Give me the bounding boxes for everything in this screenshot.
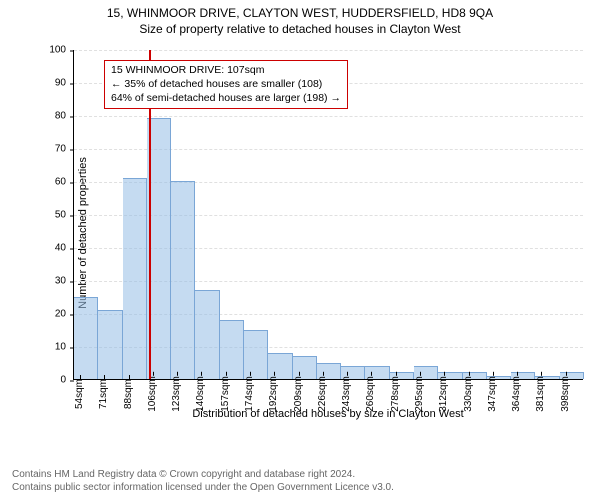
y-tick: 90 (40, 78, 70, 89)
x-axis-label: Distribution of detached houses by size … (73, 408, 583, 420)
x-tick: 71sqm (98, 379, 109, 409)
x-tick: 260sqm (365, 376, 376, 412)
x-tick: 140sqm (195, 376, 206, 412)
y-tick: 100 (40, 45, 70, 56)
x-tick: 157sqm (220, 376, 231, 412)
histogram-bar (171, 181, 195, 379)
histogram-bar (98, 310, 122, 379)
x-tick: 364sqm (511, 376, 522, 412)
x-tick: 192sqm (268, 376, 279, 412)
y-tick: 80 (40, 111, 70, 122)
chart-container: Number of detached properties 0102030405… (43, 44, 591, 422)
histogram-bar (195, 290, 219, 379)
x-tick: 54sqm (74, 379, 85, 409)
y-tick: 50 (40, 210, 70, 221)
footer-line-1: Contains HM Land Registry data © Crown c… (12, 468, 394, 481)
footer-attribution: Contains HM Land Registry data © Crown c… (12, 468, 394, 494)
annotation-box: 15 WHINMOOR DRIVE: 107sqm← 35% of detach… (104, 60, 348, 109)
x-tick: 398sqm (560, 376, 571, 412)
histogram-bar (123, 178, 147, 379)
x-tick: 106sqm (147, 376, 158, 412)
y-tick: 40 (40, 243, 70, 254)
annotation-line: 15 WHINMOOR DRIVE: 107sqm (111, 63, 341, 77)
y-tick: 20 (40, 309, 70, 320)
x-tick: 295sqm (414, 376, 425, 412)
x-tick: 347sqm (487, 376, 498, 412)
x-tick: 330sqm (463, 376, 474, 412)
y-tick: 0 (40, 375, 70, 386)
title-subtitle: Size of property relative to detached ho… (0, 22, 600, 38)
histogram-bar (268, 353, 292, 379)
x-tick: 278sqm (390, 376, 401, 412)
x-tick: 209sqm (293, 376, 304, 412)
y-tick: 30 (40, 276, 70, 287)
y-tick: 70 (40, 144, 70, 155)
y-tick: 10 (40, 342, 70, 353)
x-tick: 243sqm (341, 376, 352, 412)
annotation-line: ← 35% of detached houses are smaller (10… (111, 77, 341, 91)
histogram-bar (220, 320, 244, 379)
x-tick: 88sqm (123, 379, 134, 409)
footer-line-2: Contains public sector information licen… (12, 481, 394, 494)
plot-area: 010203040506070809010054sqm71sqm88sqm106… (73, 50, 583, 380)
annotation-line: 64% of semi-detached houses are larger (… (111, 91, 341, 105)
x-tick: 381sqm (535, 376, 546, 412)
histogram-bar (244, 330, 268, 380)
y-tick: 60 (40, 177, 70, 188)
x-tick: 123sqm (171, 376, 182, 412)
x-tick: 174sqm (244, 376, 255, 412)
x-tick: 312sqm (438, 376, 449, 412)
title-address: 15, WHINMOOR DRIVE, CLAYTON WEST, HUDDER… (0, 6, 600, 22)
x-tick: 226sqm (317, 376, 328, 412)
histogram-bar (74, 297, 98, 380)
